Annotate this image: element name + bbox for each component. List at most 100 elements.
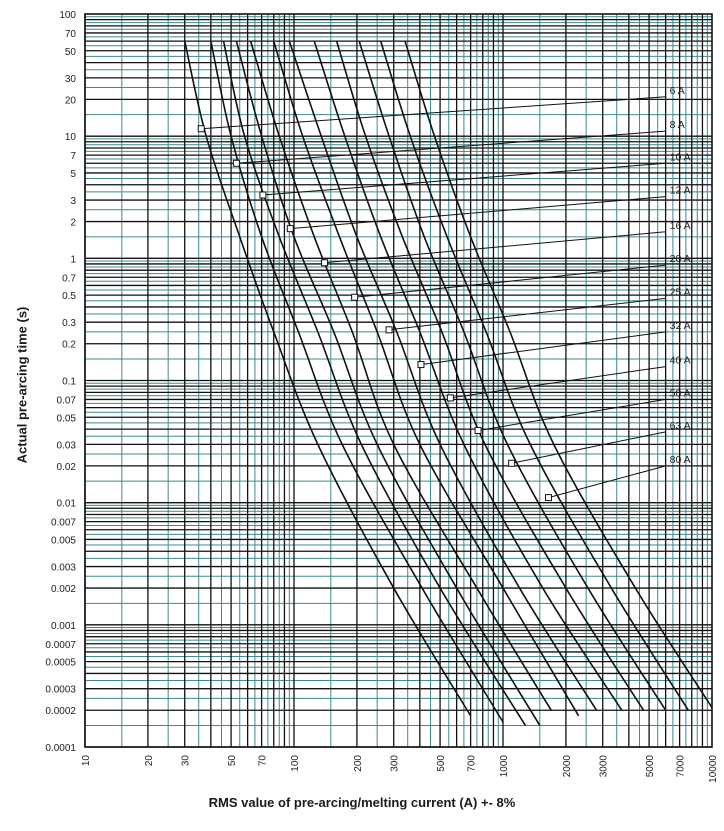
series-leader-line: [262, 162, 666, 196]
y-tick-label: 0.0005: [45, 658, 76, 669]
series-leader-line: [389, 297, 666, 331]
x-tick-label: 10: [81, 755, 92, 767]
series-curve: [272, 40, 580, 717]
series-curve: [335, 40, 645, 711]
series-leader-line: [511, 431, 666, 464]
y-axis-title: Actual pre-arcing time (s): [14, 306, 30, 464]
series-marker: [508, 459, 516, 467]
series-curve: [235, 40, 541, 726]
series-curve: [358, 40, 667, 711]
series-marker: [446, 394, 454, 402]
y-tick-label: 5: [70, 169, 76, 180]
x-tick-label: 7000: [676, 755, 687, 778]
series-leader-line: [324, 231, 666, 264]
series-leader-line: [354, 264, 666, 298]
series-label: 40 A: [670, 355, 691, 367]
series-marker: [286, 225, 294, 233]
series-marker: [321, 259, 329, 267]
x-tick-label: 70: [258, 755, 269, 767]
series-curve: [313, 40, 623, 711]
y-tick-label: 0.02: [57, 462, 77, 473]
x-tick-label: 20: [144, 755, 155, 767]
series-curve: [288, 40, 598, 711]
y-tick-label: 0.0003: [45, 685, 76, 696]
y-tick-label: 0.003: [51, 563, 76, 574]
series-curve: [379, 40, 689, 711]
series-marker: [474, 426, 482, 434]
series-label: 80 A: [670, 454, 691, 466]
y-tick-label: 10: [65, 132, 77, 143]
x-tick-label: 200: [353, 755, 364, 772]
series-leader-line: [548, 465, 666, 499]
y-tick-label: 30: [65, 74, 77, 85]
series-curve: [249, 40, 552, 711]
x-tick-label: 30: [181, 755, 192, 767]
series-label: 50 A: [670, 387, 691, 399]
y-tick-label: 0.0001: [45, 743, 76, 754]
y-tick-label: 20: [65, 95, 77, 106]
y-tick-label: 50: [65, 47, 77, 58]
y-tick-label: 100: [59, 10, 76, 21]
series-curve: [404, 40, 713, 709]
y-axis-title-wrap: Actual pre-arcing time (s): [12, 307, 32, 565]
y-tick-label: 0.05: [57, 413, 77, 424]
series-label: 25 A: [670, 286, 691, 298]
series-leader-line: [290, 196, 666, 230]
y-tick-label: 0.007: [51, 518, 76, 529]
x-tick-label: 10000: [708, 755, 719, 783]
y-tick-label: 0.002: [51, 584, 76, 595]
series-curve: [183, 40, 472, 717]
series-leader-line: [201, 96, 666, 130]
y-tick-label: 0.5: [62, 291, 76, 302]
y-tick-label: 0.1: [62, 377, 76, 388]
series-leader-line: [420, 331, 666, 366]
plot-frame: [84, 13, 713, 748]
series-marker: [351, 293, 359, 301]
y-tick-label: 3: [70, 196, 76, 207]
series-label: 6 A: [670, 85, 685, 97]
y-tick-label: 1: [70, 254, 76, 265]
x-tick-label: 500: [436, 755, 447, 772]
x-axis-title: RMS value of pre-arcing/melting current …: [208, 795, 516, 810]
y-tick-label: 0.0002: [45, 706, 76, 717]
series-marker: [197, 125, 205, 133]
y-tick-label: 0.03: [57, 440, 77, 451]
series-leader-line: [450, 366, 666, 399]
x-tick-label: 300: [390, 755, 401, 772]
y-tick-label: 0.0007: [45, 640, 76, 651]
series-marker: [385, 326, 393, 334]
y-tick-label: 0.3: [62, 318, 76, 329]
x-tick-label: 3000: [599, 755, 610, 778]
series-label: 32 A: [670, 320, 691, 332]
x-tick-label: 5000: [645, 755, 656, 778]
series-curve: [222, 40, 527, 726]
series-label: 10 A: [670, 151, 691, 163]
y-tick-label: 0.001: [51, 621, 76, 632]
y-tick-label: 7: [70, 151, 76, 162]
series-marker: [232, 159, 240, 167]
x-tick-label: 100: [290, 755, 301, 772]
y-tick-label: 0.07: [57, 395, 77, 406]
series-label: 12 A: [670, 185, 691, 197]
x-tick-label: 1000: [499, 755, 510, 778]
x-tick-label: 50: [227, 755, 238, 767]
series-curve: [210, 40, 504, 723]
series-leader-line: [236, 130, 666, 164]
series-marker: [259, 191, 267, 199]
series-marker: [544, 494, 552, 502]
series-label: 63 A: [670, 420, 691, 432]
y-tick-label: 70: [65, 29, 77, 40]
y-tick-label: 0.7: [62, 273, 76, 284]
series-label: 16 A: [670, 220, 691, 232]
y-tick-label: 0.01: [57, 499, 77, 510]
series-label: 20 A: [670, 253, 691, 265]
y-tick-label: 0.2: [62, 340, 76, 351]
series-label: 8 A: [670, 119, 685, 131]
x-tick-label: 2000: [562, 755, 573, 778]
series-marker: [417, 361, 425, 369]
series-leader-line: [478, 398, 666, 431]
y-tick-label: 0.005: [51, 535, 76, 546]
y-tick-label: 2: [70, 218, 76, 229]
